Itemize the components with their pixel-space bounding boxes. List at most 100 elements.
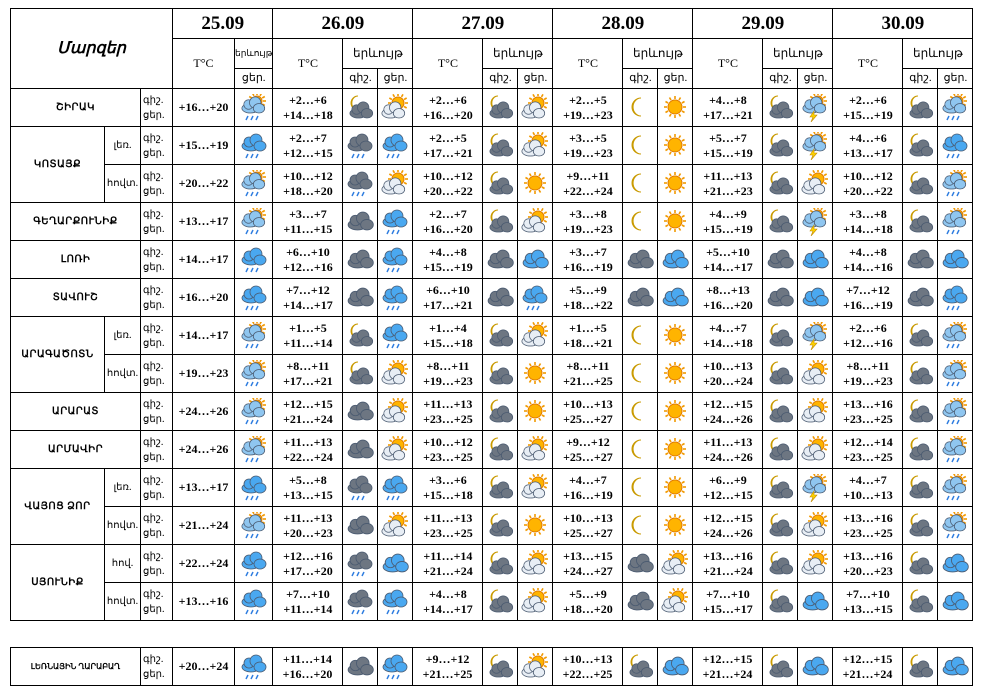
icon-svg xyxy=(489,513,514,536)
weather-icon xyxy=(762,354,799,393)
region-name: ԿՈՏԱՅՔ xyxy=(10,126,105,203)
weather-icon xyxy=(902,392,939,431)
temperature-value: +10…+13 xyxy=(703,358,753,373)
temperature: +10…+12 +20…+22 xyxy=(832,164,904,203)
icon-g xyxy=(348,287,375,306)
icon-line xyxy=(529,379,533,383)
icon-svg xyxy=(524,361,547,384)
icon-line xyxy=(669,455,673,459)
temperature-value: +4…+8 xyxy=(429,586,467,601)
icon-g xyxy=(943,133,968,151)
phenomenon-header: երևույթ xyxy=(482,38,554,69)
icon-g xyxy=(489,595,514,612)
icon-g xyxy=(489,557,514,574)
icon-line xyxy=(541,366,546,370)
icon-g xyxy=(909,177,934,194)
icon-line xyxy=(544,447,548,451)
icon-ellipse xyxy=(954,406,967,417)
icon-line xyxy=(544,134,548,138)
icon-g xyxy=(383,133,408,151)
temperature: +7…+12 +16…+19 xyxy=(832,278,904,317)
weather-icon xyxy=(377,316,414,355)
icon-svg xyxy=(348,589,373,614)
icon-line xyxy=(681,404,686,408)
icon-line xyxy=(541,413,546,417)
icon-line xyxy=(824,447,828,451)
icon-line xyxy=(665,109,669,113)
icon-line xyxy=(386,153,391,158)
zone: հովտ. xyxy=(104,582,141,621)
temperature: +2…+6 +15…+19 xyxy=(832,88,904,127)
icon-svg xyxy=(909,95,934,118)
icon-line xyxy=(812,397,816,401)
temperature-value: +3…+5 xyxy=(569,130,607,145)
icon-line xyxy=(250,305,254,310)
weather-icon xyxy=(377,430,414,469)
temperature-value: +2…+5 xyxy=(569,92,607,107)
icon-ellipse xyxy=(813,563,826,574)
icon-line xyxy=(248,171,252,175)
icon-svg xyxy=(523,249,550,268)
icon-svg xyxy=(628,553,655,572)
icon-g xyxy=(908,249,935,268)
temperature-value: +15…+19 xyxy=(703,221,753,236)
temperature: +11…+13 +24…+26 xyxy=(692,430,764,469)
icon-ellipse xyxy=(814,216,827,227)
icon-ellipse xyxy=(360,482,373,493)
icon-svg xyxy=(348,211,375,230)
icon-line xyxy=(824,552,828,556)
period-labels: գիշ. ցեր. xyxy=(140,316,173,355)
icon-line xyxy=(529,172,533,176)
icon-svg xyxy=(241,511,266,538)
weather-icon xyxy=(937,240,974,279)
icon-line xyxy=(248,95,252,99)
icon-g xyxy=(629,660,654,677)
temperature: +9…+11 +22…+24 xyxy=(552,164,624,203)
period-label: ցեր. xyxy=(143,668,165,680)
icon-line xyxy=(681,100,686,104)
icon-line xyxy=(396,495,401,500)
weather-icon xyxy=(342,430,379,469)
temperature-value: +14…+18 xyxy=(843,221,893,236)
icon-line xyxy=(396,343,401,348)
weather-icon xyxy=(233,88,274,127)
icon-line xyxy=(392,397,396,401)
icon-svg xyxy=(802,207,828,236)
period-label: գիշ. xyxy=(143,284,164,296)
icon-line xyxy=(544,143,548,147)
weather-icon xyxy=(937,126,974,165)
icon-line xyxy=(681,214,686,218)
temperature-value: +11…+13 xyxy=(703,434,753,449)
icon-g xyxy=(942,172,967,189)
icon-line xyxy=(544,219,548,223)
icon-line xyxy=(963,95,967,99)
weather-icon xyxy=(517,240,554,279)
weather-icon xyxy=(657,202,694,241)
weather-icon xyxy=(482,647,518,686)
icon-line xyxy=(821,169,825,173)
icon-g xyxy=(521,101,546,118)
icon-svg xyxy=(241,133,267,158)
icon-g xyxy=(802,96,827,113)
temperature-value: +20…+23 xyxy=(283,525,333,540)
icon-line xyxy=(392,169,396,173)
icon-g xyxy=(241,285,267,303)
icon-g xyxy=(769,367,794,384)
period-label: գիշ. xyxy=(143,512,164,524)
weather-icon xyxy=(482,202,519,241)
icon-g xyxy=(802,210,827,227)
weather-icon xyxy=(622,506,659,545)
icon-g xyxy=(245,343,259,348)
period-label: ցեր. xyxy=(143,299,165,311)
icon-g xyxy=(769,519,794,536)
icon-line xyxy=(809,438,813,442)
icon-g xyxy=(245,267,259,272)
icon-svg xyxy=(664,437,687,460)
icon-ellipse xyxy=(780,294,795,306)
icon-g xyxy=(386,267,401,272)
icon-ellipse xyxy=(501,183,514,194)
weather-icon xyxy=(233,316,274,355)
temperature-value: +22…+24 xyxy=(563,183,613,198)
icon-circle xyxy=(667,479,683,494)
temperature-value: +23…+25 xyxy=(423,525,473,540)
